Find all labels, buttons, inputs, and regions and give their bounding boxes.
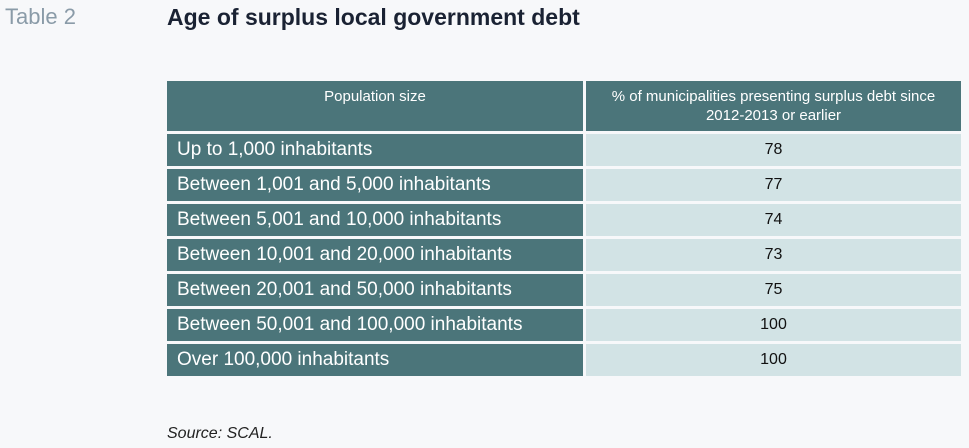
row-value: 75 [586,274,961,306]
row-label: Between 50,001 and 100,000 inhabitants [167,309,583,341]
row-value: 78 [586,134,961,166]
table-number: Table 2 [5,4,76,29]
table-row: Between 10,001 and 20,000 inhabitants 73 [167,239,961,271]
source-note: Source: SCAL. [167,425,273,442]
table-body: Up to 1,000 inhabitants 78 Between 1,001… [167,134,961,376]
row-value: 77 [586,169,961,201]
row-value: 100 [586,309,961,341]
row-label: Between 20,001 and 50,000 inhabitants [167,274,583,306]
row-label: Between 10,001 and 20,000 inhabitants [167,239,583,271]
row-value: 73 [586,239,961,271]
table-header: Population size % of municipalities pres… [167,81,961,131]
row-value: 100 [586,344,961,376]
table-row: Between 1,001 and 5,000 inhabitants 77 [167,169,961,201]
table-row: Up to 1,000 inhabitants 78 [167,134,961,166]
column-header-percentage: % of municipalities presenting surplus d… [586,81,961,131]
column-header-population: Population size [167,81,583,131]
table-row: Between 20,001 and 50,000 inhabitants 75 [167,274,961,306]
table-title: Age of surplus local government debt [167,4,580,30]
row-label: Between 1,001 and 5,000 inhabitants [167,169,583,201]
table-row: Between 5,001 and 10,000 inhabitants 74 [167,204,961,236]
row-label: Between 5,001 and 10,000 inhabitants [167,204,583,236]
table-row: Over 100,000 inhabitants 100 [167,344,961,376]
data-table: Population size % of municipalities pres… [164,78,964,379]
header-row: Population size % of municipalities pres… [167,81,961,131]
row-label: Over 100,000 inhabitants [167,344,583,376]
row-label: Up to 1,000 inhabitants [167,134,583,166]
row-value: 74 [586,204,961,236]
table-row: Between 50,001 and 100,000 inhabitants 1… [167,309,961,341]
